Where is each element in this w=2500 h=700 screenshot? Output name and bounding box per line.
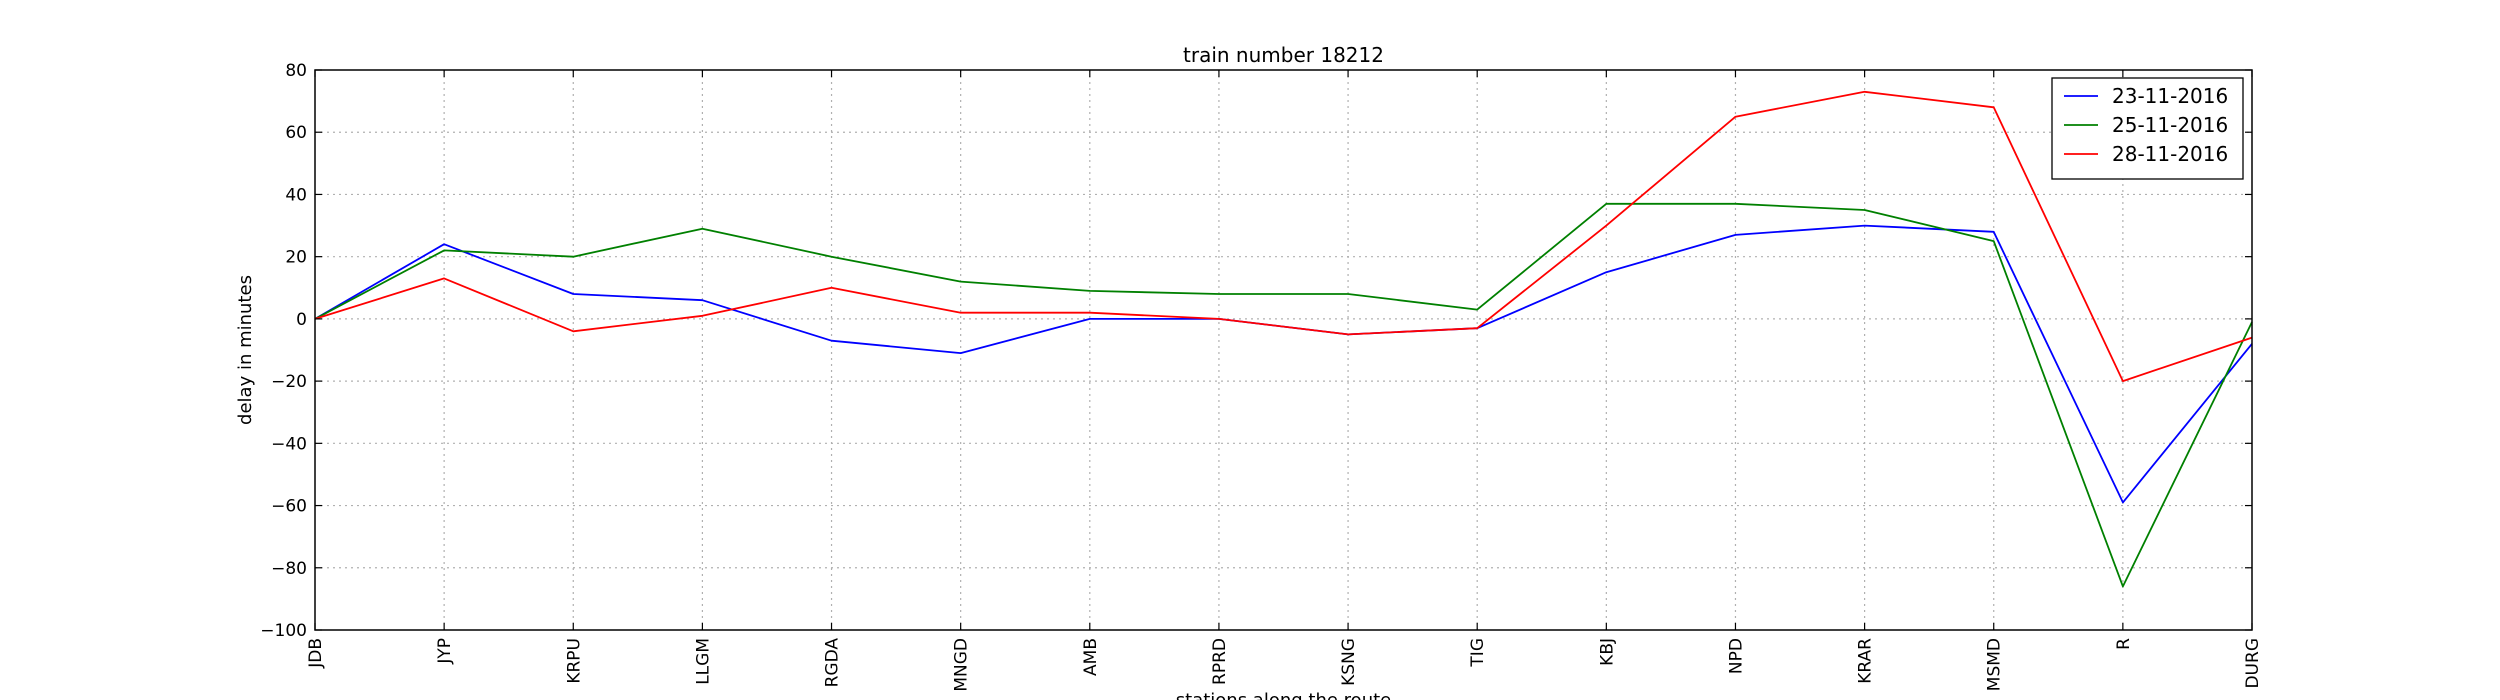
x-tick-label: JYP	[435, 638, 455, 665]
x-tick-label: MSMD	[1985, 638, 2005, 691]
x-tick-label: KBJ	[1597, 638, 1617, 666]
x-tick-label: KRPU	[564, 638, 584, 684]
x-tick-label: TIG	[1468, 638, 1488, 668]
y-tick-label: −20	[271, 372, 307, 392]
x-tick-label: KSNG	[1339, 638, 1359, 686]
x-tick-label: R	[2114, 638, 2134, 650]
y-tick-label: 60	[285, 123, 307, 143]
series-line	[314, 224, 2253, 504]
x-tick-label: KRAR	[1856, 638, 1876, 684]
x-tick-label: NPD	[1726, 638, 1746, 674]
x-tick-label: DURG	[2243, 638, 2263, 689]
y-tick-label: 20	[285, 248, 307, 268]
legend-label: 25-11-2016	[2112, 113, 2228, 137]
x-tick-label: LLGM	[693, 638, 713, 685]
legend-box	[2051, 77, 2244, 180]
y-tick-label: 40	[285, 185, 307, 205]
x-axis-ticks: JDB JYP KRPU LLGM RGDA MNGD AMB RPRD KSNG TIG KBJ N…	[306, 70, 2263, 692]
x-tick-label: JDB	[306, 638, 326, 669]
y-axis-title: delay in minutes	[235, 275, 256, 425]
x-tick-label: AMB	[1081, 638, 1101, 676]
grid	[315, 70, 2252, 630]
x-axis-title: stations along the route	[1176, 690, 1391, 700]
x-tick-label: RPRD	[1210, 638, 1230, 685]
chart-title: train number 18212	[1183, 43, 1384, 67]
legend-label: 28-11-2016	[2112, 142, 2228, 166]
y-tick-label: −100	[260, 621, 307, 641]
series-line	[314, 90, 2253, 383]
y-tick-label: −80	[271, 559, 307, 579]
plot-area-frame	[314, 69, 2253, 631]
series-line	[314, 202, 2253, 588]
y-tick-label: −40	[271, 434, 307, 454]
y-tick-label: 80	[285, 61, 307, 81]
y-axis-ticks: −100 −80 −60 −40 −20 0 20 40 60 80	[260, 61, 2252, 641]
y-tick-label: 0	[296, 310, 307, 330]
x-tick-label: MNGD	[952, 638, 972, 692]
legend: 23-11-2016 25-11-2016 28-11-2016	[2051, 77, 2244, 180]
series-lines	[314, 90, 2253, 588]
x-tick-label: RGDA	[823, 638, 843, 688]
y-tick-label: −60	[271, 497, 307, 517]
legend-label: 23-11-2016	[2112, 84, 2228, 108]
